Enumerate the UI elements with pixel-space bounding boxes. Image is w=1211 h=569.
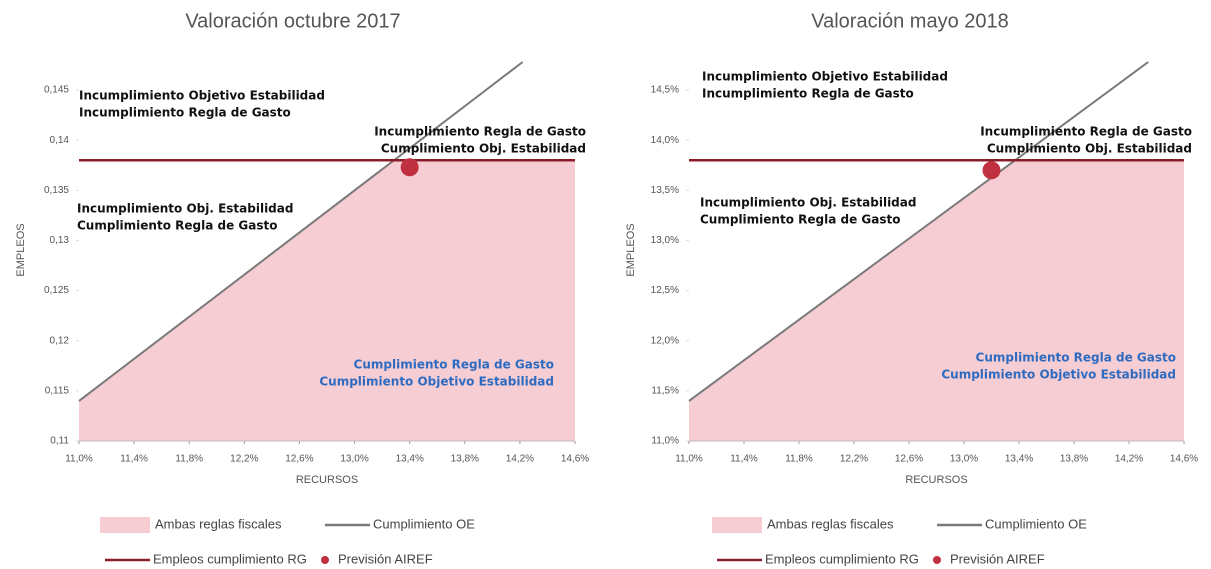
x-tick-label: 11,0% bbox=[675, 454, 703, 465]
y-tick-label: 12,0% bbox=[651, 335, 679, 346]
legend-label: Previsión AIREF bbox=[338, 551, 433, 566]
legend-label: Ambas reglas fiscales bbox=[767, 516, 894, 531]
y-tick-label: 0,11 bbox=[50, 436, 69, 447]
x-tick-label: 14,2% bbox=[1115, 454, 1143, 465]
y-tick-label: 13,5% bbox=[651, 185, 679, 196]
legend-swatch bbox=[100, 517, 150, 533]
legend-label: Previsión AIREF bbox=[950, 551, 1045, 566]
legend-label: Cumplimiento OE bbox=[373, 516, 475, 531]
x-tick-label: 12,2% bbox=[840, 454, 868, 465]
y-tick-label: 0,14 bbox=[50, 135, 70, 146]
point bbox=[982, 161, 1001, 180]
x-tick-label: 11,4% bbox=[730, 454, 758, 465]
annotation: Incumplimiento Objetivo Estabilidad bbox=[79, 89, 325, 103]
annotation: Incumplimiento Regla de Gasto bbox=[980, 125, 1192, 139]
y-tick-label: 0,13 bbox=[50, 235, 70, 246]
y-tick-label: 13,0% bbox=[651, 235, 679, 246]
x-tick-label: 11,8% bbox=[785, 454, 813, 465]
annotation: Incumplimiento Obj. Estabilidad bbox=[700, 196, 916, 210]
annotation: Incumplimiento Objetivo Estabilidad bbox=[702, 70, 948, 84]
annotation: Cumplimiento Regla de Gasto bbox=[700, 213, 900, 227]
y-axis-label: EMPLEOS bbox=[625, 223, 637, 276]
line bbox=[688, 61, 1149, 402]
y-tick-label: 0,135 bbox=[44, 185, 69, 196]
annotation: Incumplimiento Obj. Estabilidad bbox=[77, 202, 293, 216]
annotation: Cumplimiento Objetivo Estabilidad bbox=[941, 368, 1176, 382]
x-tick-label: 14,6% bbox=[561, 454, 589, 465]
y-tick-label: 0,145 bbox=[44, 85, 69, 96]
legend-swatch bbox=[321, 556, 329, 564]
y-tick-label: 11,0% bbox=[651, 436, 679, 447]
chart-title: Valoración mayo 2018 bbox=[811, 10, 1009, 32]
legend-swatch bbox=[712, 517, 762, 533]
annotation: Cumplimiento Objetivo Estabilidad bbox=[319, 375, 554, 389]
x-axis-label: RECURSOS bbox=[905, 474, 967, 486]
x-tick-label: 13,0% bbox=[340, 454, 368, 465]
x-tick-label: 14,2% bbox=[506, 454, 534, 465]
y-tick-label: 0,125 bbox=[44, 285, 69, 296]
point bbox=[400, 158, 419, 177]
y-tick-label: 0,115 bbox=[45, 386, 70, 397]
legend-swatch bbox=[933, 556, 941, 564]
annotation: Incumplimiento Regla de Gasto bbox=[702, 87, 914, 101]
legend-label: Ambas reglas fiscales bbox=[155, 516, 282, 531]
x-tick-label: 14,6% bbox=[1170, 454, 1198, 465]
annotation: Cumplimiento Obj. Estabilidad bbox=[381, 142, 586, 156]
x-axis-label: RECURSOS bbox=[296, 474, 358, 486]
x-tick-label: 11,0% bbox=[65, 454, 93, 465]
x-tick-label: 12,6% bbox=[895, 454, 923, 465]
line bbox=[78, 61, 524, 402]
x-tick-label: 13,8% bbox=[451, 454, 479, 465]
legend-label: Empleos cumplimiento RG bbox=[153, 551, 307, 566]
y-tick-label: 0,12 bbox=[50, 335, 70, 346]
x-tick-label: 11,4% bbox=[120, 454, 148, 465]
x-tick-label: 13,8% bbox=[1060, 454, 1088, 465]
area bbox=[689, 160, 1184, 441]
annotation: Cumplimiento Regla de Gasto bbox=[976, 351, 1176, 365]
y-tick-label: 11,5% bbox=[651, 386, 679, 397]
x-tick-label: 12,2% bbox=[230, 454, 258, 465]
annotation: Incumplimiento Regla de Gasto bbox=[79, 106, 291, 120]
x-tick-label: 13,0% bbox=[950, 454, 978, 465]
chart-title: Valoración octubre 2017 bbox=[185, 10, 400, 32]
legend-label: Cumplimiento OE bbox=[985, 516, 1087, 531]
annotation: Cumplimiento Regla de Gasto bbox=[77, 219, 277, 233]
legend-label: Empleos cumplimiento RG bbox=[765, 551, 919, 566]
x-tick-label: 11,8% bbox=[175, 454, 203, 465]
x-tick-label: 12,6% bbox=[285, 454, 313, 465]
annotation: Cumplimiento Regla de Gasto bbox=[354, 358, 554, 372]
y-tick-label: 12,5% bbox=[651, 285, 679, 296]
y-axis-label: EMPLEOS bbox=[15, 223, 27, 276]
annotation: Cumplimiento Obj. Estabilidad bbox=[987, 142, 1192, 156]
y-tick-label: 14,0% bbox=[651, 135, 679, 146]
x-tick-label: 13,4% bbox=[1005, 454, 1033, 465]
x-tick-label: 13,4% bbox=[395, 454, 423, 465]
y-tick-label: 14,5% bbox=[651, 85, 679, 96]
area bbox=[79, 160, 575, 441]
annotation: Incumplimiento Regla de Gasto bbox=[374, 125, 586, 139]
